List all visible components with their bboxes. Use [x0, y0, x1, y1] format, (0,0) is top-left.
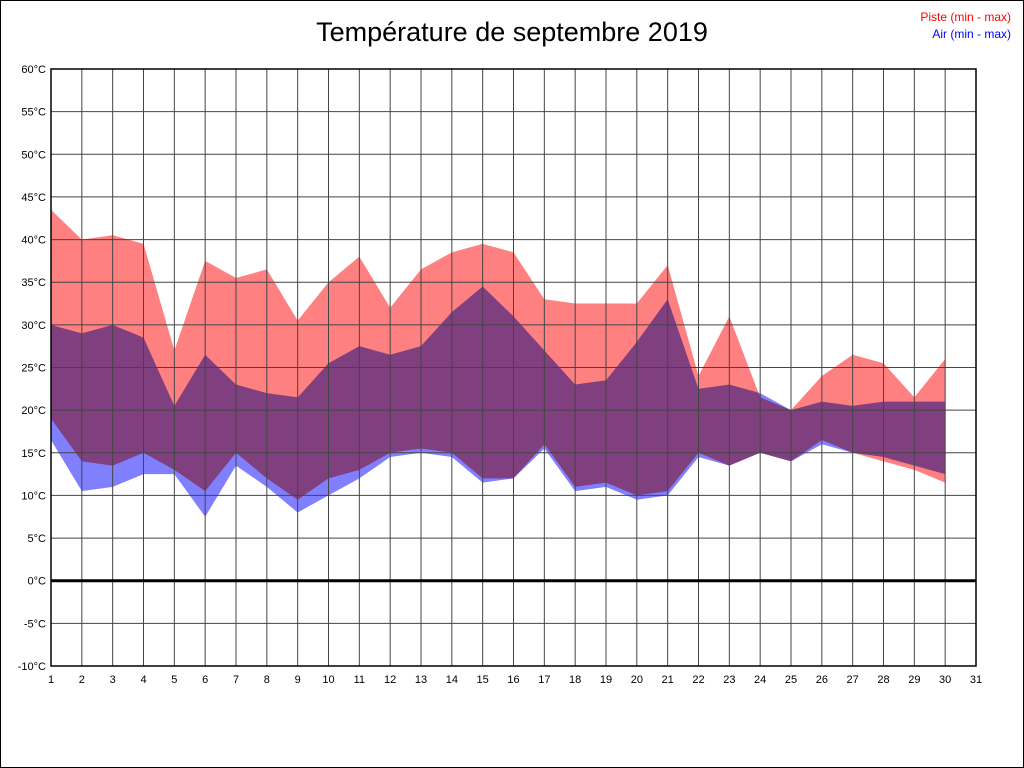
legend-entry-air: Air (min - max)	[932, 27, 1011, 41]
y-tick-label: 15°C	[21, 448, 46, 460]
plot-border	[50, 68, 977, 667]
x-tick-label: 16	[507, 674, 519, 686]
x-tick-label: 13	[415, 674, 427, 686]
y-tick-label: 25°C	[21, 363, 46, 375]
air-minmax-band	[51, 286, 946, 517]
x-tick-label: 22	[692, 674, 704, 686]
x-tick-label: 20	[631, 674, 643, 686]
x-tick-label: 12	[384, 674, 396, 686]
x-tick-label: 28	[877, 674, 889, 686]
x-tick-label: 23	[723, 674, 735, 686]
x-tick-label: 14	[446, 674, 458, 686]
y-tick-label: 0°C	[28, 576, 47, 588]
x-tick-label: 29	[908, 674, 920, 686]
x-tick-label: 21	[662, 674, 674, 686]
x-tick-label: 6	[202, 674, 208, 686]
x-tick-label: 1	[48, 674, 54, 686]
x-tick-label: 18	[569, 674, 581, 686]
y-tick-label: 60°C	[21, 64, 46, 76]
y-tick-label: 50°C	[21, 149, 46, 161]
x-tick-label: 17	[538, 674, 550, 686]
y-tick-label: 40°C	[21, 235, 46, 247]
x-tick-label: 9	[295, 674, 301, 686]
y-tick-label: 20°C	[21, 405, 46, 417]
y-tick-label: 35°C	[21, 277, 46, 289]
x-tick-label: 25	[785, 674, 797, 686]
x-tick-label: 15	[477, 674, 489, 686]
y-tick-label: 45°C	[21, 192, 46, 204]
x-tick-label: 11	[354, 674, 365, 686]
x-tick-label: 19	[600, 674, 612, 686]
y-tick-label: -10°C	[18, 661, 46, 673]
x-tick-label: 3	[110, 674, 116, 686]
x-tick-label: 5	[171, 674, 177, 686]
x-tick-label: 30	[939, 674, 951, 686]
chart-title: Température de septembre 2019	[316, 17, 708, 47]
x-tick-label: 10	[322, 674, 334, 686]
x-tick-label: 26	[816, 674, 828, 686]
x-tick-label: 27	[847, 674, 859, 686]
y-tick-label: 55°C	[21, 107, 46, 119]
x-tick-label: 2	[79, 674, 85, 686]
y-tick-label: -5°C	[24, 618, 46, 630]
x-tick-label: 4	[140, 674, 146, 686]
y-tick-label: 30°C	[21, 320, 46, 332]
y-tick-label: 5°C	[28, 533, 47, 545]
x-tick-label: 7	[233, 674, 239, 686]
legend-entry-piste: Piste (min - max)	[920, 10, 1011, 24]
x-tick-label: 24	[754, 674, 766, 686]
y-tick-label: 10°C	[21, 490, 46, 502]
x-tick-label: 8	[264, 674, 270, 686]
x-tick-label: 31	[970, 674, 982, 686]
legend: Piste (min - max) Air (min - max)	[920, 9, 1011, 43]
